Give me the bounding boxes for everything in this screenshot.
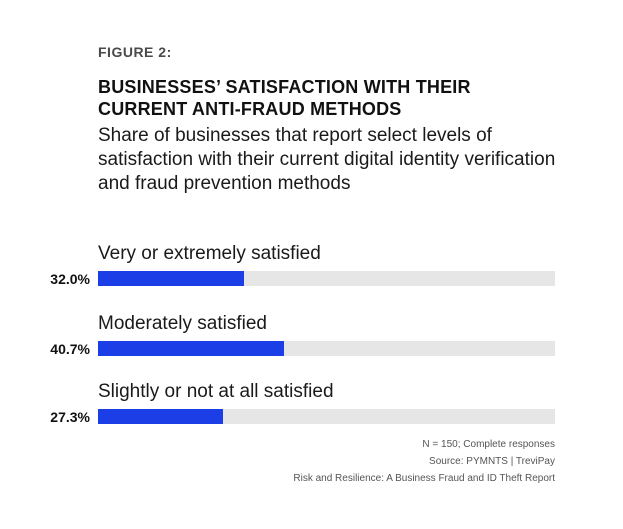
category-label: Very or extremely satisfied bbox=[98, 243, 321, 264]
bar bbox=[98, 409, 223, 424]
figure-label: FIGURE 2: bbox=[98, 44, 172, 60]
value-label: 27.3% bbox=[50, 409, 90, 425]
source-note: Source: PYMNTS | TreviPay bbox=[429, 456, 555, 467]
chart-subtitle: Share of businesses that report select l… bbox=[98, 125, 556, 194]
bar-track bbox=[98, 341, 555, 356]
chart-title: BUSINESSES’ SATISFACTION WITH THEIR CURR… bbox=[98, 77, 471, 119]
bar-track bbox=[98, 409, 555, 424]
sample-note: N = 150; Complete responses bbox=[422, 439, 555, 450]
value-label: 32.0% bbox=[50, 271, 90, 287]
bar bbox=[98, 341, 284, 356]
bar bbox=[98, 271, 245, 286]
report-note: Risk and Resilience: A Business Fraud an… bbox=[293, 473, 555, 484]
value-label: 40.7% bbox=[50, 341, 90, 357]
bar-track bbox=[98, 271, 555, 286]
category-label: Slightly or not at all satisfied bbox=[98, 381, 334, 402]
chart-notes: N = 150; Complete responses Source: PYMN… bbox=[293, 436, 555, 487]
category-label: Moderately satisfied bbox=[98, 313, 267, 334]
